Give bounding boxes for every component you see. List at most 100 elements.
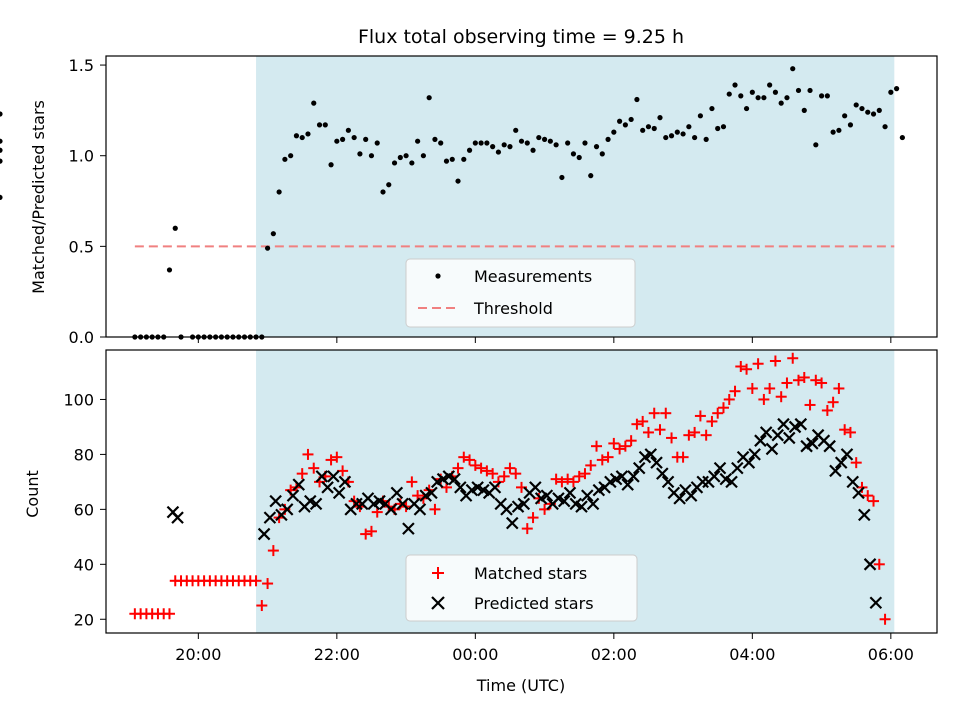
measurement-point xyxy=(403,153,409,159)
measurement-point xyxy=(715,125,721,132)
matched-point xyxy=(498,470,510,482)
legend-label-matched: Matched stars xyxy=(474,564,587,583)
legend-marker-measurements xyxy=(435,273,441,279)
predicted-point xyxy=(454,481,467,494)
matched-point xyxy=(821,404,833,416)
measurement-point xyxy=(438,140,444,146)
measurement-point xyxy=(703,136,709,142)
measurement-point xyxy=(865,109,871,115)
measurement-point xyxy=(282,156,288,162)
matched-point xyxy=(602,451,614,463)
predicted-point xyxy=(500,503,513,516)
matched-point xyxy=(654,424,666,436)
measurement-point xyxy=(340,136,346,142)
matched-point xyxy=(868,495,880,507)
measurement-point xyxy=(628,116,634,123)
matched-point xyxy=(527,512,539,524)
bottom-panel: 20 40 60 80 100 20:00 22:00 00:00 02:00 04:00 06:… xyxy=(23,349,938,695)
matched-point xyxy=(365,525,377,537)
matched-point xyxy=(325,454,337,466)
measurement-point xyxy=(0,194,3,201)
measurement-point xyxy=(490,144,496,150)
measurement-point xyxy=(374,140,380,146)
matched-point xyxy=(296,468,308,480)
measurement-point xyxy=(513,127,519,133)
matched-point xyxy=(619,440,631,452)
measurement-point xyxy=(461,156,467,162)
predicted-point xyxy=(280,503,294,516)
predicted-point xyxy=(563,486,577,500)
predicted-point xyxy=(517,497,531,511)
predicted-point xyxy=(292,478,306,491)
measurement-point xyxy=(166,267,173,273)
predicted-point xyxy=(448,472,461,486)
matched-point xyxy=(585,459,597,471)
predicted-point xyxy=(725,475,738,489)
matched-point xyxy=(850,457,862,469)
measurement-point xyxy=(363,136,369,142)
predicted-point xyxy=(632,461,646,475)
measurement-point xyxy=(743,105,750,112)
predicted-point xyxy=(396,497,409,511)
legend-marker-predicted xyxy=(431,596,445,610)
measurement-point xyxy=(720,124,727,130)
matched-point xyxy=(567,476,579,488)
measurement-point xyxy=(738,93,744,99)
matched-point xyxy=(746,382,758,394)
measurement-point xyxy=(876,107,882,113)
bottom-ylabel: Count xyxy=(23,470,42,518)
predicted-point xyxy=(684,489,698,502)
measurement-point xyxy=(842,113,848,119)
matched-point xyxy=(694,410,706,422)
predicted-point xyxy=(390,486,404,500)
matched-point xyxy=(741,363,753,375)
matched-point xyxy=(764,382,776,394)
matched-point xyxy=(625,435,637,447)
measurement-point xyxy=(565,140,571,146)
measurement-point xyxy=(593,144,600,150)
legend-label-measurements: Measurements xyxy=(474,267,592,286)
predicted-point xyxy=(696,475,709,489)
measurement-point xyxy=(818,93,825,99)
matched-point xyxy=(492,476,504,488)
matched-point xyxy=(556,476,568,488)
predicted-point xyxy=(782,431,796,445)
matched-point xyxy=(879,613,891,625)
matched-point xyxy=(308,462,320,474)
predicted-point xyxy=(840,448,854,461)
matched-point xyxy=(723,393,735,405)
matched-point xyxy=(591,440,603,452)
measurement-point xyxy=(276,189,282,195)
measurement-point xyxy=(264,245,271,251)
matched-point xyxy=(810,374,822,386)
measurement-point xyxy=(426,95,432,101)
measurement-point xyxy=(784,95,790,101)
measurement-point xyxy=(380,189,386,195)
bottom-ytick-label: 100 xyxy=(63,390,94,409)
matched-point xyxy=(458,451,470,463)
measurement-point xyxy=(772,89,779,95)
predicted-point xyxy=(858,508,871,522)
measurement-point xyxy=(882,124,888,130)
matched-point xyxy=(262,578,274,590)
top-legend: Measurements Threshold xyxy=(405,258,636,328)
matched-point xyxy=(735,360,747,372)
matched-point xyxy=(614,443,626,455)
matched-point xyxy=(562,473,574,485)
measurement-point xyxy=(801,107,807,113)
top-ytick-label: 0.5 xyxy=(69,237,94,256)
matched-point xyxy=(360,528,372,540)
bottom-xticks: 20:00 22:00 00:00 02:00 04:00 06:00 xyxy=(175,633,914,664)
matched-point xyxy=(862,490,874,502)
measurement-point xyxy=(663,134,669,141)
matched-point xyxy=(487,468,499,480)
measurement-point xyxy=(617,118,623,124)
measurement-point xyxy=(455,178,461,184)
predicted-point xyxy=(656,467,669,480)
matched-point xyxy=(833,382,845,394)
predicted-point xyxy=(488,481,502,494)
measurement-point xyxy=(420,153,426,159)
measurement-point xyxy=(709,105,715,112)
top-ytick-label: 1.0 xyxy=(69,147,94,166)
